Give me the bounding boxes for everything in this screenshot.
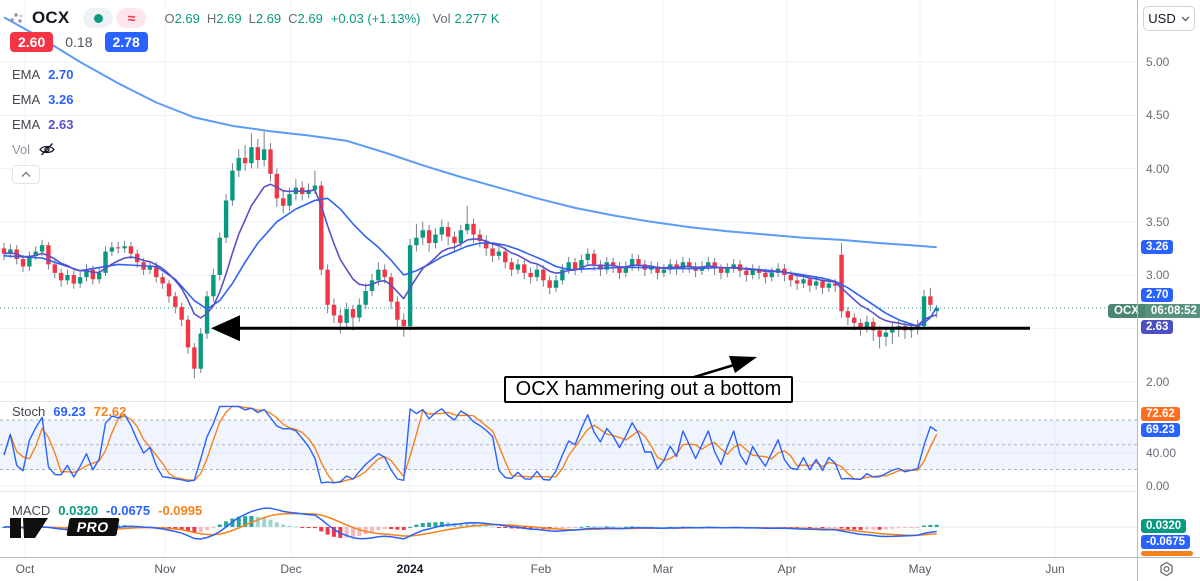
macd-badge: 0.0320 (1141, 519, 1187, 533)
ohlc-item: L2.69 (248, 10, 282, 26)
ema-med-line (3, 197, 938, 327)
legend-collapse-button[interactable] (12, 165, 40, 184)
stoch-label: Stoch (12, 404, 46, 419)
stoch-badge: 72.62 (1141, 407, 1180, 421)
volume-readout: Vol 2.277 K (432, 11, 499, 26)
legend-row-ema-3[interactable]: EMA 2.63 (12, 117, 74, 132)
time-tick-2024: 2024 (396, 562, 424, 576)
price-tick-label: 4.00 (1146, 161, 1170, 176)
time-tick-jun: Jun (1045, 562, 1065, 576)
ohlc-item: O2.69 (164, 10, 200, 26)
macd-value: 0.0320 (58, 503, 99, 518)
range-high-badge: 2.78 (104, 32, 148, 52)
countdown-badge: OCX 06:08:52 (1108, 304, 1200, 318)
time-tick-feb: Feb (530, 562, 552, 576)
eye-off-icon[interactable] (38, 142, 56, 157)
price-range-labels: 2.60 0.18 2.78 (10, 32, 148, 52)
stoch-badge: 69.23 (1141, 423, 1180, 437)
time-tick-dec: Dec (280, 562, 302, 576)
price-tick-label: 5.00 (1146, 55, 1170, 69)
range-diff-label: 0.18 (65, 34, 93, 50)
market-open-dot-icon (93, 13, 103, 23)
price-tick-label: 2.00 (1146, 374, 1170, 389)
left-arrowhead (211, 315, 240, 342)
price-tick-label: 3.00 (1146, 268, 1170, 282)
approx-icon: ≈ (127, 10, 136, 26)
price-badge: 2.70 (1141, 288, 1174, 302)
volume-value: 2.277 K (454, 10, 500, 26)
market-status-pill[interactable] (83, 8, 114, 28)
legend-row-ema-1[interactable]: EMA 2.70 (12, 67, 74, 82)
macd-line (3, 507, 937, 540)
time-tick-nov: Nov (154, 562, 176, 576)
chevron-up-icon (21, 171, 31, 177)
ohlc-item: H2.69 (206, 10, 242, 26)
stoch-k-value: 69.23 (53, 404, 86, 419)
time-tick-may: May (908, 562, 932, 576)
scatter-dots-icon[interactable] (8, 10, 24, 26)
time-tick-mar: Mar (652, 562, 674, 576)
stoch-band (0, 420, 1137, 470)
legend-row-ema-2[interactable]: EMA 3.26 (12, 92, 74, 107)
chart-canvas[interactable] (0, 0, 1137, 557)
macd-value: -0.0995 (158, 503, 203, 518)
time-tick-apr: Apr (777, 562, 797, 576)
price-tick-label: 4.50 (1146, 108, 1170, 123)
stoch-tick-label: 0.00 (1146, 479, 1170, 493)
tradingview-mark-icon (10, 518, 48, 538)
time-tick-oct: Oct (15, 562, 35, 576)
stoch-k-line (3, 405, 938, 484)
range-low-badge: 2.60 (10, 32, 54, 52)
stoch-d-value: 72.62 (93, 404, 127, 419)
stoch-tick-label: 40.00 (1146, 446, 1177, 460)
currency-selector[interactable]: USD (1143, 6, 1195, 31)
legend-row-volume[interactable]: Vol (12, 137, 73, 161)
ema-short-line (3, 183, 937, 327)
macd-badge: -0.0675 (1141, 535, 1191, 549)
symbol-header: OCX ≈ O2.69 H2.69 L2.69 C2.69 +0.03 (+1.13%… (8, 8, 499, 28)
macd-value: -0.0675 (106, 503, 151, 518)
currency-label: USD (1148, 11, 1176, 26)
stoch-legend[interactable]: Stoch 69.23 72.62 (12, 404, 126, 419)
indicator-legend: EMA 2.70 EMA 3.26 EMA 2.63 Vol (12, 62, 73, 184)
ohlc-values: O2.69 H2.69 L2.69 C2.69 (164, 11, 322, 26)
ohlc-item: C2.69 (288, 10, 323, 26)
macd-label: MACD (12, 503, 51, 518)
tradingview-logo[interactable]: PRO (8, 512, 120, 542)
axis-separator-horizontal (0, 557, 1200, 558)
volume-label: Vol (432, 10, 451, 26)
pointer-arrowhead (729, 356, 757, 373)
price-change: +0.03 (+1.13%) (330, 10, 421, 26)
price-badge: 3.26 (1141, 240, 1174, 254)
pro-badge: PRO (66, 518, 120, 536)
price-badge: 2.63 (1141, 320, 1174, 334)
symbol-title[interactable]: OCX (32, 8, 70, 27)
price-tick-label: 3.50 (1146, 214, 1170, 229)
macd-badge (1141, 551, 1193, 556)
ema-long-line (3, 16, 937, 249)
time-axis[interactable]: Oct Nov Dec 2024 Feb Mar Apr May Jun (0, 558, 1200, 581)
delayed-data-pill[interactable]: ≈ (116, 8, 147, 28)
axis-separator-vertical (1137, 0, 1138, 581)
price-axis[interactable]: 5.00 4.50 4.00 3.50 3.00 2.00 40.00 0.00 3.26 2.7… (1108, 0, 1200, 557)
macd-legend[interactable]: MACD 0.0320 -0.0675 -0.0995 (12, 503, 202, 518)
volume-legend-label: Vol (12, 141, 31, 157)
settings-icon[interactable] (1158, 561, 1175, 581)
candles (1, 131, 939, 379)
chevron-down-icon (1181, 16, 1190, 21)
annotation-text-box[interactable]: OCX hammering out a bottom (504, 376, 793, 403)
